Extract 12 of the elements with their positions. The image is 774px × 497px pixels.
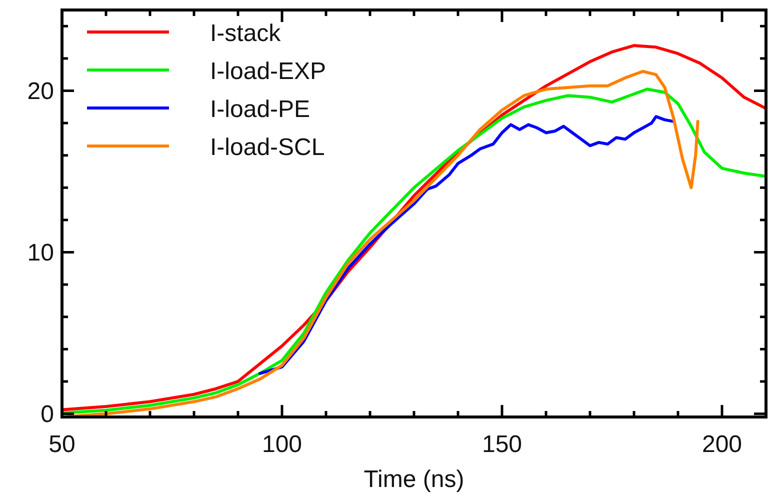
y-tick-label: 0 [40,400,54,428]
legend-label: I-load-PE [210,96,310,123]
legend-label: I-load-SCL [210,134,325,161]
legend-label: I-load-EXP [210,58,326,85]
x-tick-label: 150 [482,431,522,458]
x-axis-title: Time (ns) [364,466,464,493]
y-tick-label: 10 [27,239,54,266]
x-tick-label: 200 [702,431,742,458]
y-tick-label: 20 [27,78,54,105]
x-tick-label: 50 [48,431,76,458]
x-tick-label: 100 [262,431,302,458]
legend-label: I-stack [210,20,282,47]
